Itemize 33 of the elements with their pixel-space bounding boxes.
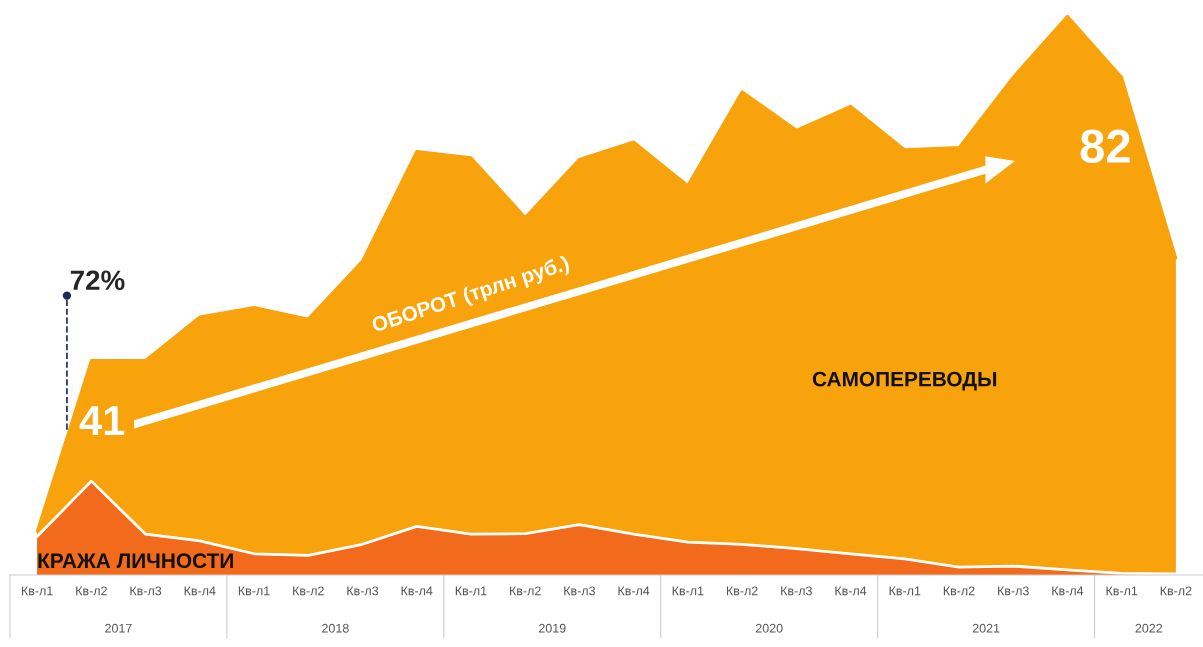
text: 2018 <box>322 623 349 633</box>
text: 2019 <box>539 623 566 633</box>
x-tick-label: Кв-л4 <box>401 586 433 596</box>
x-tick-label: Кв-л4 <box>184 586 216 596</box>
series-label: САМОПЕРЕВОДЫ <box>812 371 997 391</box>
x-tick-label: Кв-л1 <box>1106 586 1138 596</box>
series-label: КРАЖА ЛИЧНОСТИ <box>38 553 233 569</box>
x-tick-label: Кв-л2 <box>293 586 324 596</box>
x-tick-label: Кв-л1 <box>672 586 704 596</box>
x-tick-label: Кв-л2 <box>76 586 107 596</box>
x-tick-label: Кв-л1 <box>238 586 270 596</box>
text: 2020 <box>755 623 783 633</box>
x-tick-label: Кв-л4 <box>618 586 650 596</box>
x-tick-label: Кв-л3 <box>347 586 379 596</box>
x-tick-label: Кв-л3 <box>998 586 1029 596</box>
x-tick-label: Кв-л4 <box>1052 586 1084 596</box>
annotation: 41 <box>79 406 125 435</box>
x-tick-label: Кв-л2 <box>510 586 541 596</box>
x-tick-label: Кв-л2 <box>943 586 975 596</box>
x-tick-label: Кв-л3 <box>564 586 595 596</box>
annotation: 82 <box>1080 129 1130 163</box>
x-tick-label: Кв-л3 <box>781 586 812 596</box>
x-tick-label: Кв-л3 <box>130 586 162 596</box>
text: 2022 <box>1135 623 1163 633</box>
x-tick-label: Кв-л1 <box>21 586 53 596</box>
x-tick-label: Кв-л2 <box>726 586 758 596</box>
x-tick-label: Кв-л1 <box>455 586 487 596</box>
text: 2021 <box>972 623 1000 633</box>
x-tick-label: Кв-л2 <box>1160 586 1192 596</box>
x-tick-label: Кв-л4 <box>835 586 867 596</box>
text: 2017 <box>105 623 132 633</box>
x-tick-label: Кв-л1 <box>889 586 921 596</box>
annotation: 72% <box>70 270 125 291</box>
